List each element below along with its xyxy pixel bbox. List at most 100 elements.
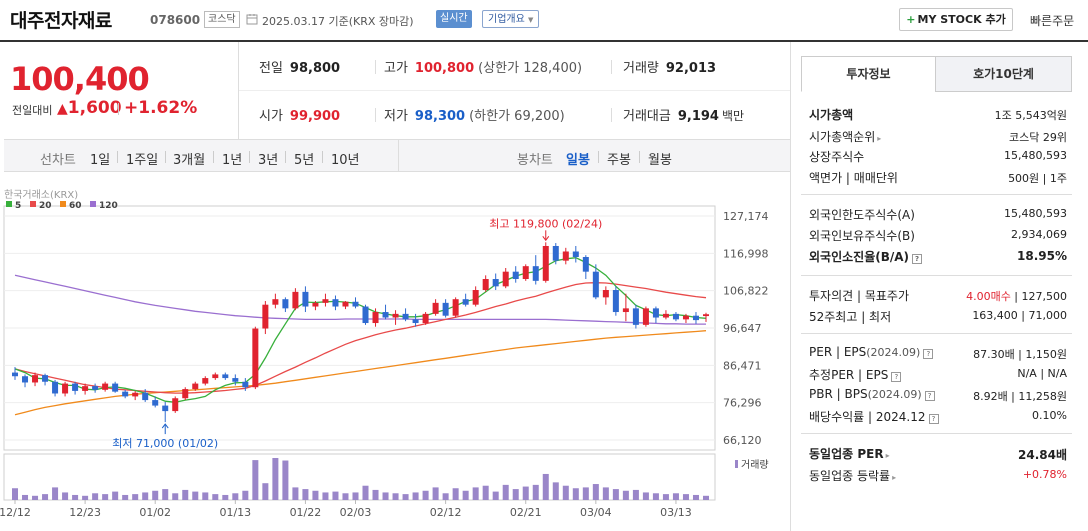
divider	[238, 42, 239, 139]
candle-body	[132, 392, 139, 397]
candle-body	[572, 251, 579, 257]
candle-body	[402, 313, 409, 320]
volume-bar	[692, 494, 699, 500]
period-3m[interactable]: 3개월	[173, 153, 206, 168]
volume-bar	[652, 493, 659, 500]
volume-bar	[162, 489, 169, 500]
candle-body	[612, 290, 619, 313]
candle-body	[272, 299, 279, 305]
info-label: 외국인소진율(B/A)?	[809, 248, 923, 265]
volume-bar	[32, 495, 39, 500]
period-1w[interactable]: 1주일	[126, 153, 159, 168]
volume-bar	[502, 484, 509, 500]
stat-amount: 거래대금 9,194 백만	[623, 105, 744, 124]
info-row: 시가총액 1조 5,543억원	[809, 104, 1067, 125]
investment-info-panel: 투자정보 호가10단계 시가총액 1조 5,543억원 시가총액순위 ▸ 코스닥 29위…	[801, 56, 1072, 526]
corp-info-dropdown[interactable]: 기업개요 ▼	[482, 10, 540, 28]
candle-body	[102, 383, 109, 390]
candle-body	[412, 319, 419, 324]
volume-bar	[302, 489, 309, 500]
period-3y[interactable]: 3년	[258, 153, 279, 168]
ma5-line	[14, 257, 707, 403]
stat-volume: 거래량 92,013	[623, 57, 716, 76]
x-tick-label: 12/23	[69, 506, 101, 519]
volume-bar	[332, 491, 339, 500]
candle-body	[512, 271, 519, 280]
info-label: 52주최고 | 최저	[809, 310, 892, 324]
candle-chart-button[interactable]: 봉차트	[517, 153, 553, 168]
candle-body	[662, 313, 669, 318]
volume-bar	[552, 482, 559, 500]
y-tick-label: 96,647	[723, 322, 762, 335]
stock-code: 078600	[150, 13, 201, 27]
divider	[165, 151, 166, 163]
info-label: 외국인보유주식수(B)	[809, 229, 915, 243]
realtime-button[interactable]: 실시간	[436, 10, 472, 28]
info-label-date: (2024.09)	[867, 388, 922, 401]
candle-body	[202, 378, 209, 384]
period-daily[interactable]: 일봉	[566, 153, 590, 168]
tab-investment-info[interactable]: 투자정보	[801, 56, 936, 92]
stat-value: 99,900	[289, 109, 341, 124]
volume-bar	[642, 492, 649, 500]
chevron-down-icon: ▼	[528, 16, 534, 24]
y-tick-label: 86,471	[723, 359, 762, 372]
price-chart[interactable]: 한국거래소(KRX) 5 20 60 120 127,174 116,998 106,822 9…	[0, 172, 790, 531]
help-icon[interactable]: ?	[891, 372, 902, 382]
candle-body	[502, 271, 509, 287]
volume-bar	[592, 484, 599, 500]
volume-bar	[272, 458, 279, 500]
candle-body	[92, 386, 99, 390]
x-tick-label: 02/12	[430, 506, 462, 519]
info-label[interactable]: 동일업종 PER ▸	[809, 447, 890, 461]
help-icon[interactable]: ?	[924, 391, 935, 401]
candle-body	[72, 383, 79, 391]
candle-body	[522, 266, 529, 280]
divider	[375, 108, 376, 122]
info-label[interactable]: 시가총액순위 ▸	[809, 130, 882, 144]
help-icon[interactable]: ?	[912, 254, 923, 264]
volume-bar	[192, 491, 199, 500]
candle-body	[322, 299, 329, 303]
candle-body	[452, 299, 459, 316]
candlestick-chart[interactable]: 한국거래소(KRX)5 20 60 120 127,174 116,998 106,822 9…	[0, 172, 790, 531]
ma-legend-label: 120	[99, 201, 118, 211]
candle-body	[12, 372, 19, 377]
divider	[249, 151, 250, 163]
period-5y[interactable]: 5년	[294, 153, 315, 168]
volume-bar	[542, 473, 549, 500]
tab-orderbook-10[interactable]: 호가10단계	[935, 56, 1072, 92]
help-icon[interactable]: ?	[928, 414, 939, 424]
period-weekly[interactable]: 주봉	[607, 153, 631, 168]
info-row: 시가총액순위 ▸ 코스닥 29위	[809, 126, 1067, 147]
add-mystock-button[interactable]: + MY STOCK 추가	[899, 8, 1013, 31]
volume-bar	[102, 494, 109, 500]
candle-body	[142, 392, 149, 401]
period-1d[interactable]: 1일	[90, 153, 111, 168]
volume-bar	[682, 494, 689, 500]
info-value: 0.10%	[1032, 409, 1067, 422]
stat-low: 저가 98,300 (하한가 69,200)	[384, 105, 565, 124]
period-monthly[interactable]: 월봉	[648, 153, 672, 168]
divider	[322, 151, 323, 163]
candle-body	[372, 312, 379, 324]
volume-bar	[382, 492, 389, 500]
info-row: 배당수익률 | 2024.12? 0.10%	[809, 406, 1067, 427]
info-label[interactable]: 동일업종 등락률 ▸	[809, 469, 897, 483]
stat-value: 100,800	[414, 61, 475, 76]
period-10y[interactable]: 10년	[331, 153, 360, 168]
x-tick-label: 01/13	[219, 506, 251, 519]
candle-body	[492, 279, 499, 287]
help-icon[interactable]: ?	[923, 349, 934, 359]
candle-body	[542, 245, 549, 281]
plus-icon: +	[906, 13, 916, 26]
volume-bar	[572, 488, 579, 500]
divider	[398, 140, 399, 171]
quick-order-link[interactable]: 빠른주문	[1030, 14, 1075, 28]
x-tick-label: 03/13	[660, 506, 692, 519]
line-chart-button[interactable]: 선차트	[40, 153, 76, 168]
volume-bar	[52, 487, 59, 500]
divider	[239, 90, 790, 91]
period-1y[interactable]: 1년	[222, 153, 243, 168]
volume-bar	[662, 494, 669, 500]
